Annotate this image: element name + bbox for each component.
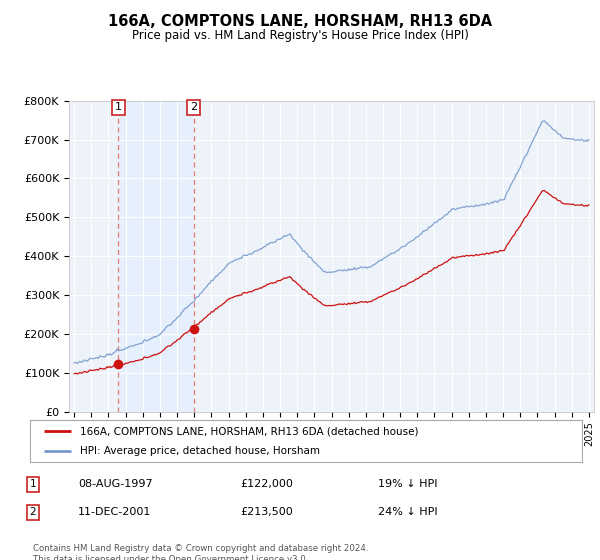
Text: Contains HM Land Registry data © Crown copyright and database right 2024.
This d: Contains HM Land Registry data © Crown c… — [33, 544, 368, 560]
Text: HPI: Average price, detached house, Horsham: HPI: Average price, detached house, Hors… — [80, 446, 320, 456]
Text: 08-AUG-1997: 08-AUG-1997 — [78, 479, 152, 489]
Text: 2: 2 — [29, 507, 37, 517]
Text: Price paid vs. HM Land Registry's House Price Index (HPI): Price paid vs. HM Land Registry's House … — [131, 29, 469, 42]
Text: 11-DEC-2001: 11-DEC-2001 — [78, 507, 151, 517]
Text: £213,500: £213,500 — [240, 507, 293, 517]
Text: 166A, COMPTONS LANE, HORSHAM, RH13 6DA (detached house): 166A, COMPTONS LANE, HORSHAM, RH13 6DA (… — [80, 426, 418, 436]
Text: £122,000: £122,000 — [240, 479, 293, 489]
Text: 1: 1 — [115, 102, 122, 113]
Text: 1: 1 — [29, 479, 37, 489]
Text: 2: 2 — [190, 102, 197, 113]
Text: 24% ↓ HPI: 24% ↓ HPI — [378, 507, 437, 517]
Text: 166A, COMPTONS LANE, HORSHAM, RH13 6DA: 166A, COMPTONS LANE, HORSHAM, RH13 6DA — [108, 14, 492, 29]
Bar — [118, 101, 194, 412]
Text: 19% ↓ HPI: 19% ↓ HPI — [378, 479, 437, 489]
